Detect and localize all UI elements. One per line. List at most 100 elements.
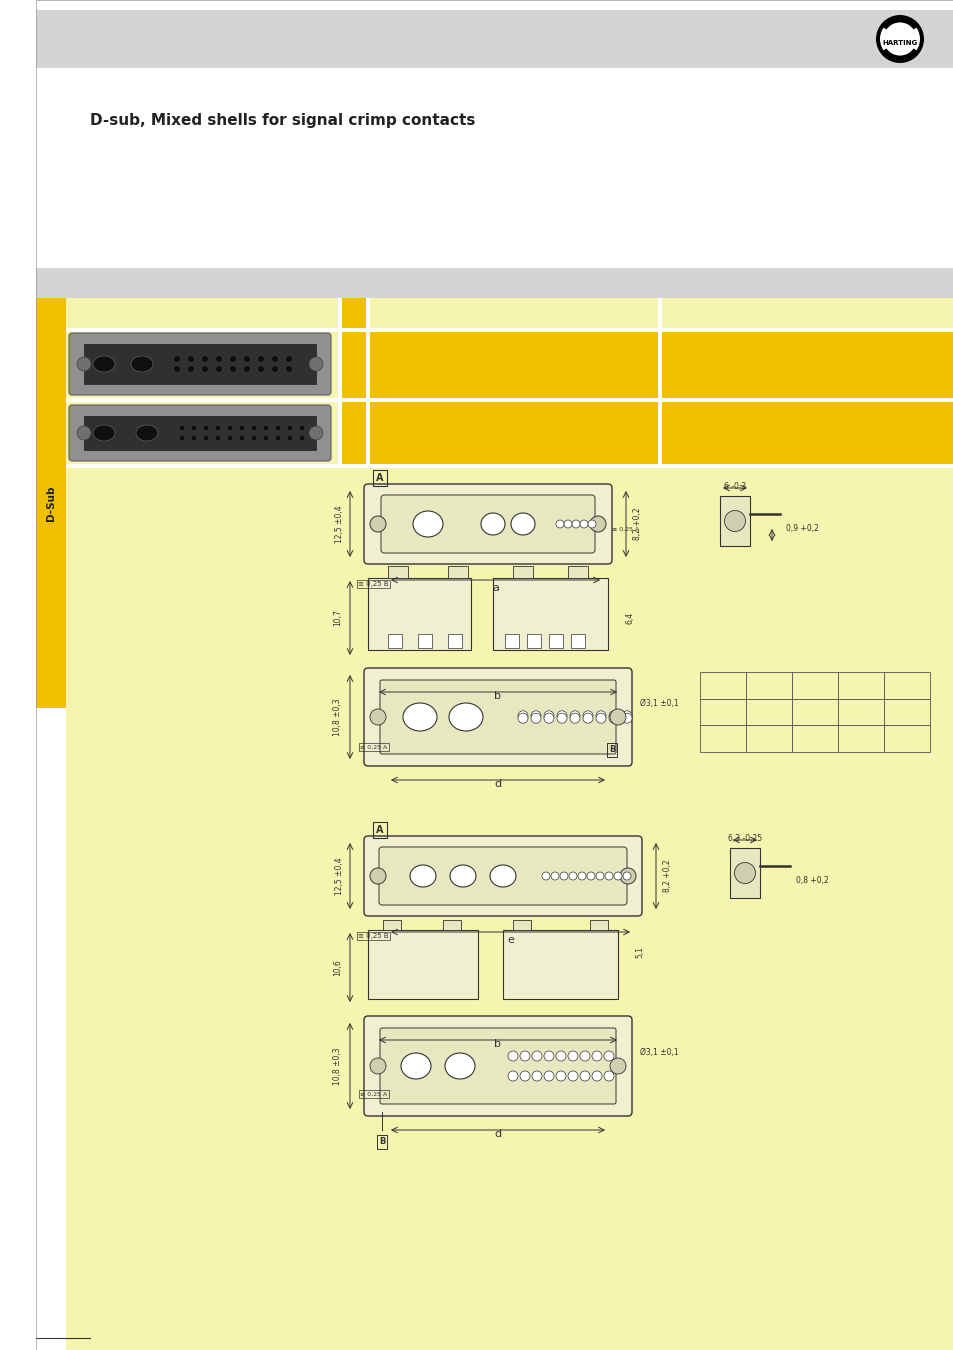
Circle shape	[551, 872, 558, 880]
Ellipse shape	[400, 1053, 431, 1079]
Bar	[659, 329, 953, 398]
Circle shape	[589, 516, 605, 532]
Circle shape	[309, 427, 323, 440]
Circle shape	[179, 435, 185, 441]
Text: Ø3,1 ±0,1: Ø3,1 ±0,1	[639, 699, 678, 707]
Circle shape	[285, 355, 293, 363]
Ellipse shape	[444, 1053, 475, 1079]
FancyBboxPatch shape	[368, 930, 477, 999]
Ellipse shape	[449, 703, 482, 730]
FancyBboxPatch shape	[69, 333, 331, 396]
Text: ≡ 0,25 B: ≡ 0,25 B	[357, 580, 388, 587]
Text: a: a	[492, 583, 498, 593]
FancyBboxPatch shape	[493, 578, 607, 649]
Circle shape	[608, 711, 618, 721]
Text: 10,8 ±0,3: 10,8 ±0,3	[334, 698, 342, 736]
Circle shape	[556, 1052, 565, 1061]
Text: HARTING: HARTING	[882, 40, 917, 46]
Circle shape	[263, 435, 269, 441]
Bar	[589, 919, 607, 930]
Bar	[368, 329, 659, 398]
Text: 5,1: 5,1	[635, 946, 644, 958]
Text: b: b	[494, 691, 501, 701]
Circle shape	[243, 366, 251, 373]
Circle shape	[875, 15, 923, 63]
Circle shape	[370, 516, 386, 532]
Circle shape	[543, 1052, 554, 1061]
Bar	[339, 400, 368, 466]
Circle shape	[592, 1071, 601, 1081]
Circle shape	[596, 713, 605, 724]
Circle shape	[188, 366, 194, 373]
Bar	[720, 495, 749, 545]
Ellipse shape	[402, 703, 436, 730]
Circle shape	[567, 1052, 578, 1061]
Circle shape	[557, 713, 566, 724]
Text: D-sub, Mixed shells for signal crimp contacts: D-sub, Mixed shells for signal crimp con…	[90, 112, 475, 127]
Circle shape	[734, 863, 755, 883]
Bar	[729, 848, 760, 898]
Ellipse shape	[450, 865, 476, 887]
Ellipse shape	[490, 865, 516, 887]
Text: A: A	[375, 825, 383, 836]
Circle shape	[453, 1058, 467, 1073]
Bar	[66, 329, 339, 398]
Bar	[448, 634, 461, 648]
FancyBboxPatch shape	[502, 930, 618, 999]
Circle shape	[556, 1071, 565, 1081]
Ellipse shape	[511, 513, 535, 535]
Bar	[388, 566, 408, 578]
Circle shape	[596, 711, 605, 721]
Text: 8,2 +0,2: 8,2 +0,2	[633, 508, 641, 540]
Circle shape	[215, 366, 222, 373]
Text: e: e	[507, 936, 514, 945]
Text: Ø3,1 ±0,1: Ø3,1 ±0,1	[639, 1048, 678, 1057]
Circle shape	[214, 435, 221, 441]
Circle shape	[543, 1071, 554, 1081]
Text: 8,2 +0,2: 8,2 +0,2	[662, 860, 672, 892]
Bar	[66, 398, 953, 402]
Text: 12,5 ±0,4: 12,5 ±0,4	[335, 505, 344, 543]
Circle shape	[568, 872, 577, 880]
Circle shape	[309, 356, 323, 371]
Text: ≡ 0,25 A: ≡ 0,25 A	[612, 526, 639, 532]
Bar	[658, 298, 661, 468]
Circle shape	[531, 713, 540, 724]
Circle shape	[723, 510, 744, 532]
Text: 10,7: 10,7	[334, 610, 342, 626]
Text: 10,6: 10,6	[334, 958, 342, 976]
Bar	[417, 634, 432, 648]
Circle shape	[227, 425, 233, 431]
Bar	[36, 298, 66, 707]
Circle shape	[191, 435, 196, 441]
Circle shape	[619, 868, 636, 884]
Circle shape	[215, 355, 222, 363]
Bar	[66, 464, 953, 468]
Circle shape	[557, 711, 566, 721]
FancyBboxPatch shape	[380, 495, 595, 554]
Bar	[513, 566, 532, 578]
Circle shape	[586, 872, 595, 880]
Circle shape	[257, 366, 264, 373]
Circle shape	[609, 1058, 625, 1075]
Circle shape	[272, 355, 278, 363]
Text: ≡ 0,25 A: ≡ 0,25 A	[359, 1092, 387, 1096]
Bar	[883, 672, 929, 699]
Bar	[36, 269, 953, 298]
Circle shape	[556, 520, 563, 528]
Circle shape	[201, 355, 209, 363]
Circle shape	[311, 425, 316, 431]
Bar	[66, 328, 953, 332]
Circle shape	[298, 425, 305, 431]
Text: B: B	[378, 1138, 385, 1146]
Bar	[791, 672, 837, 699]
Ellipse shape	[136, 425, 158, 441]
Circle shape	[173, 366, 180, 373]
FancyBboxPatch shape	[379, 1027, 616, 1104]
Bar	[837, 725, 883, 752]
Bar	[883, 699, 929, 725]
Bar	[791, 725, 837, 752]
Circle shape	[243, 355, 251, 363]
Ellipse shape	[480, 513, 504, 535]
Circle shape	[604, 872, 613, 880]
